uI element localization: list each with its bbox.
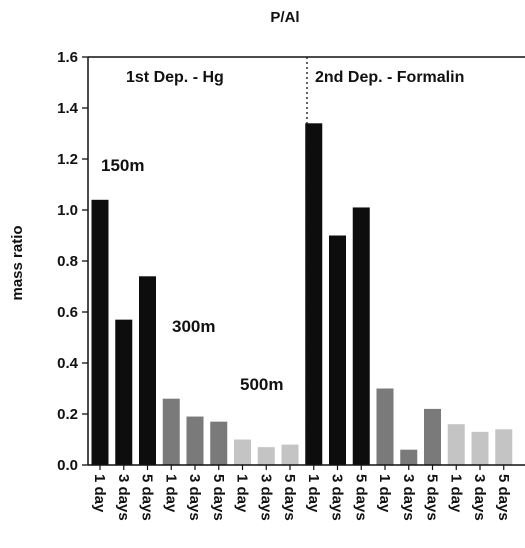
chart-title: P/Al (270, 9, 299, 26)
y-tick-label: 1.4 (57, 100, 79, 117)
y-tick-label: 1.6 (57, 49, 78, 66)
x-tick-label: 1 day (447, 474, 464, 513)
bar-8 (257, 447, 275, 465)
bar-1 (91, 199, 109, 466)
x-tick-label: 5 days (210, 474, 227, 521)
bar-5 (186, 416, 204, 465)
bar-15 (424, 408, 441, 465)
bar-18 (495, 429, 513, 465)
bar-12 (352, 207, 370, 465)
x-tick-label: 5 days (495, 474, 512, 521)
x-tick-label: 5 days (139, 474, 156, 521)
x-tick-label: 1 day (305, 474, 322, 513)
x-tick-label: 5 days (281, 474, 298, 521)
x-tick-labels: 1 day 3 days 5 days 1 day 3 days 5 days 1 day 3… (91, 465, 512, 521)
annotation-500m: 500m (240, 375, 283, 394)
x-tick-label: 3 days (257, 474, 274, 521)
x-tick-label: 3 days (115, 474, 132, 521)
section-label-formalin: 2nd Dep. - Formalin (315, 69, 464, 86)
y-axis-label: mass ratio (9, 225, 26, 300)
bar-10 (305, 123, 323, 466)
y-tick-label: 0.4 (57, 355, 79, 372)
x-tick-label: 1 day (91, 474, 108, 513)
x-tick-label: 1 day (162, 474, 179, 513)
x-tick-label: 1 day (376, 474, 393, 513)
bar-3 (139, 276, 156, 465)
bar-9 (281, 444, 299, 465)
bar-16 (447, 424, 465, 465)
y-tick-label: 0.0 (57, 457, 78, 474)
bar-13 (376, 388, 394, 465)
bar-6 (210, 421, 228, 465)
bars (91, 123, 513, 466)
y-tick-label: 1.2 (57, 151, 78, 168)
x-tick-label: 5 days (352, 474, 369, 521)
y-axis: 0.0 0.2 0.4 0.6 0.8 1.0 1.2 1.4 1.6 (57, 49, 88, 474)
y-tick-label: 0.2 (57, 406, 78, 423)
bar-7 (234, 439, 251, 465)
annotation-150m: 150m (101, 156, 144, 175)
annotation-300m: 300m (172, 317, 215, 336)
bar-2 (115, 319, 133, 465)
bar-11 (329, 235, 346, 465)
bar-4 (162, 398, 180, 465)
y-tick-label: 1.0 (57, 202, 78, 219)
x-tick-label: 5 days (424, 474, 441, 521)
x-tick-label: 3 days (471, 474, 488, 521)
x-tick-label: 3 days (329, 474, 346, 521)
x-tick-label: 3 days (186, 474, 203, 521)
x-tick-label: 1 day (234, 474, 251, 513)
bar-17 (471, 431, 489, 465)
section-label-hg: 1st Dep. - Hg (126, 69, 224, 86)
bar-14 (400, 449, 418, 465)
y-tick-label: 0.8 (57, 253, 78, 270)
x-tick-label: 3 days (400, 474, 417, 521)
y-tick-label: 0.6 (57, 304, 78, 321)
